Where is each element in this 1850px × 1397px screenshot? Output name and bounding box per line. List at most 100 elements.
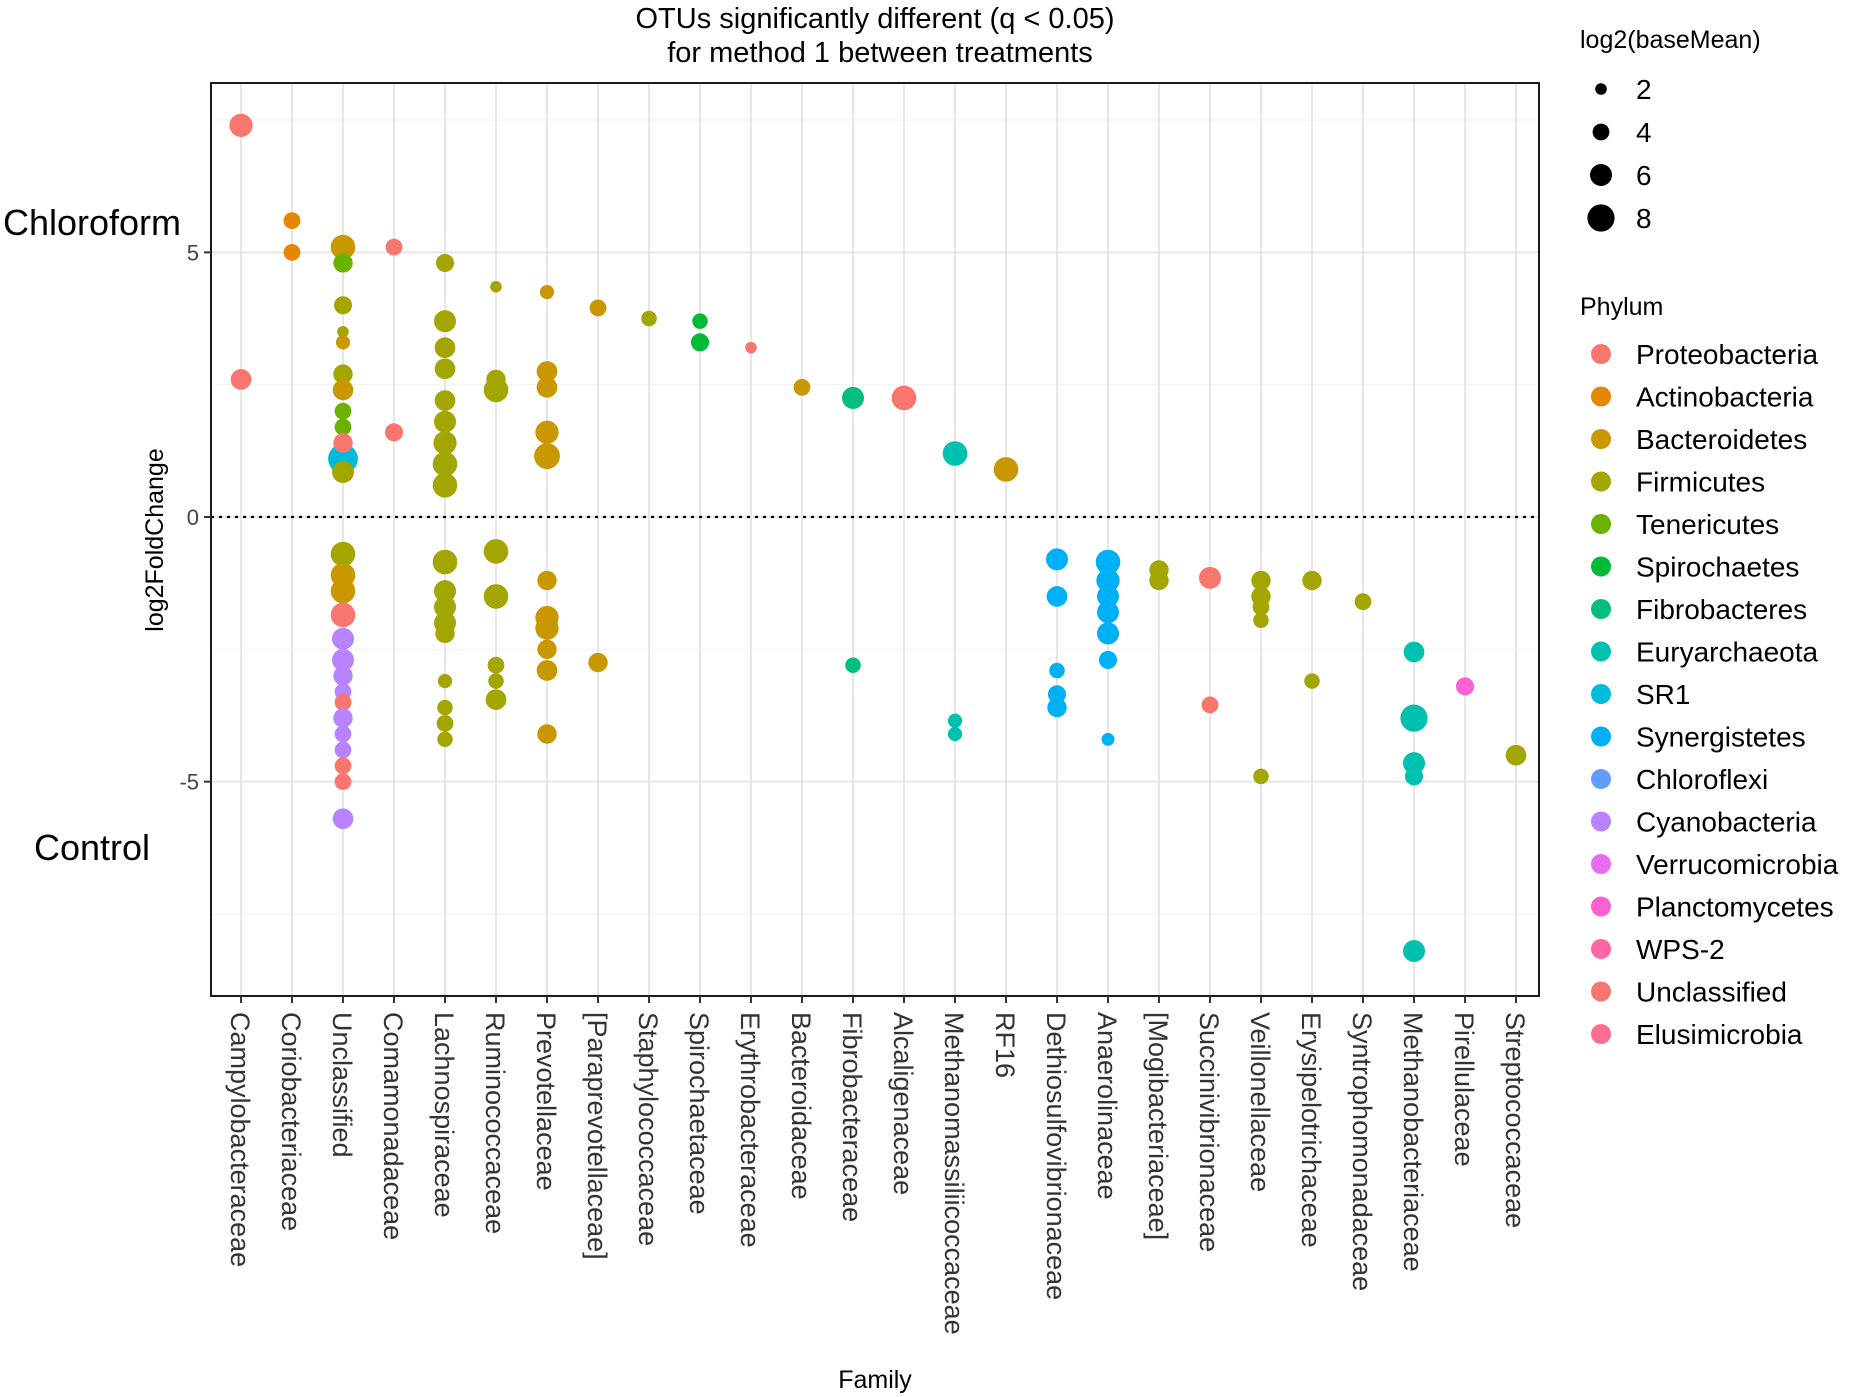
chloroform-label: Chloroform bbox=[3, 202, 181, 243]
data-point-61 bbox=[536, 376, 558, 398]
data-point-86 bbox=[1049, 662, 1065, 679]
data-point-16 bbox=[330, 541, 356, 567]
data-point-68 bbox=[536, 660, 558, 681]
x-tick-label-12: Fibrobacteraceae bbox=[837, 1012, 867, 1222]
data-point-22 bbox=[333, 666, 353, 686]
data-point-75 bbox=[745, 341, 757, 354]
size-legend: log2(baseMean) 2 4 6 8 bbox=[1580, 26, 1761, 234]
data-point-18 bbox=[330, 578, 356, 604]
data-point-62 bbox=[535, 420, 559, 444]
phylum-legend-label-7: Euryarchaeota bbox=[1636, 637, 1819, 668]
x-tick-label-23: Methanobacteriaceae bbox=[1398, 1012, 1428, 1272]
data-point-8 bbox=[335, 335, 351, 350]
x-tick-label-9: Spirochaetaceae bbox=[684, 1012, 714, 1215]
phylum-legend-label-16: Elusimicrobia bbox=[1636, 1019, 1803, 1050]
phylum-legend-key-1 bbox=[1591, 386, 1611, 407]
data-point-114 bbox=[1505, 744, 1527, 766]
phylum-legend-key-13 bbox=[1591, 896, 1611, 917]
data-point-12 bbox=[334, 418, 352, 436]
data-point-20 bbox=[332, 627, 354, 650]
data-point-57 bbox=[488, 673, 504, 689]
data-point-25 bbox=[333, 708, 353, 728]
data-point-81 bbox=[947, 713, 963, 728]
data-point-76 bbox=[793, 378, 811, 396]
phylum-legend-key-3 bbox=[1591, 471, 1611, 492]
data-point-7 bbox=[337, 325, 349, 338]
data-point-72 bbox=[641, 310, 657, 327]
data-point-6 bbox=[333, 296, 353, 315]
data-point-41 bbox=[432, 472, 458, 498]
phylum-legend-key-2 bbox=[1591, 429, 1611, 449]
x-axis-label: Family bbox=[838, 1366, 912, 1394]
data-point-79 bbox=[891, 385, 917, 411]
phylum-legend-key-8 bbox=[1591, 684, 1611, 704]
size-legend-label-2: 6 bbox=[1636, 160, 1652, 191]
x-tick-label-0: Campylobacteraceae bbox=[225, 1012, 255, 1267]
y-tick-label-0: -5 bbox=[179, 770, 199, 795]
chart-title-line-1: OTUs significantly different (q < 0.05) bbox=[636, 3, 1115, 35]
data-point-53 bbox=[486, 369, 506, 390]
phylum-legend-label-15: Unclassified bbox=[1636, 977, 1787, 1008]
phylum-legend-label-1: Actinobacteria bbox=[1636, 382, 1814, 413]
x-tick-label-7: [Paraprevotellaceae] bbox=[582, 1012, 612, 1260]
data-point-99 bbox=[1201, 696, 1219, 714]
data-point-78 bbox=[845, 657, 861, 673]
data-points bbox=[229, 113, 1527, 963]
data-point-85 bbox=[1046, 586, 1068, 607]
data-point-55 bbox=[483, 584, 509, 609]
data-point-1 bbox=[230, 369, 252, 390]
phylum-legend-label-10: Chloroflexi bbox=[1636, 764, 1768, 795]
x-tick-label-8: Staphylococcaceae bbox=[633, 1012, 663, 1246]
data-point-58 bbox=[485, 689, 507, 710]
x-tick-label-10: Erythrobacteraceae bbox=[735, 1012, 765, 1248]
phylum-legend-label-8: SR1 bbox=[1636, 679, 1690, 710]
data-point-70 bbox=[589, 299, 607, 317]
data-point-80 bbox=[942, 441, 968, 466]
data-point-93 bbox=[1097, 622, 1119, 645]
data-point-92 bbox=[1097, 601, 1119, 624]
data-point-98 bbox=[1199, 566, 1221, 589]
data-point-64 bbox=[537, 570, 557, 591]
data-point-104 bbox=[1253, 768, 1269, 785]
size-legend-key-2 bbox=[1590, 164, 1612, 186]
data-point-3 bbox=[283, 243, 301, 261]
data-point-84 bbox=[1046, 548, 1068, 571]
data-point-66 bbox=[535, 616, 559, 640]
x-tick-label-6: Prevotellaceae bbox=[531, 1012, 561, 1191]
data-point-9 bbox=[333, 364, 353, 384]
plot-border bbox=[210, 82, 1540, 997]
data-point-29 bbox=[334, 773, 352, 791]
data-point-74 bbox=[690, 333, 710, 352]
data-point-111 bbox=[1404, 767, 1424, 786]
phylum-legend-label-0: Proteobacteria bbox=[1636, 339, 1819, 370]
data-point-100 bbox=[1251, 570, 1271, 591]
data-point-56 bbox=[487, 656, 505, 674]
size-legend-key-0 bbox=[1595, 83, 1607, 95]
phylum-legend-key-10 bbox=[1591, 769, 1611, 789]
data-point-95 bbox=[1101, 732, 1115, 746]
x-tick-label-2: Unclassified bbox=[327, 1012, 357, 1158]
x-axis-ticks: Campylobacteraceae Coriobacteriaceae Uncla… bbox=[225, 996, 1530, 1335]
data-point-38 bbox=[434, 410, 456, 433]
x-tick-label-3: Comamonadaceae bbox=[378, 1012, 408, 1240]
phylum-legend-label-9: Synergistetes bbox=[1636, 722, 1806, 753]
data-point-2 bbox=[283, 212, 301, 230]
data-point-15 bbox=[332, 461, 354, 484]
data-point-30 bbox=[332, 808, 354, 830]
phylum-legend-key-7 bbox=[1591, 641, 1611, 662]
x-tick-label-11: Bacteroidaceae bbox=[786, 1012, 816, 1200]
data-point-82 bbox=[947, 726, 963, 742]
data-point-50 bbox=[437, 731, 453, 748]
data-point-35 bbox=[434, 337, 456, 358]
x-tick-label-4: Lachnospiraceae bbox=[429, 1012, 459, 1218]
data-point-60 bbox=[536, 361, 558, 382]
data-point-83 bbox=[993, 457, 1019, 482]
y-tick-label-2: 5 bbox=[187, 240, 199, 265]
x-tick-label-19: Succinivibrionaceae bbox=[1194, 1012, 1224, 1252]
x-tick-label-16: Dethiosulfovibrionaceae bbox=[1041, 1012, 1071, 1300]
phylum-legend: Phylum Proteobacteria Actinobacteria Bacte… bbox=[1580, 293, 1839, 1050]
size-legend-label-0: 2 bbox=[1636, 74, 1652, 105]
data-point-77 bbox=[842, 386, 864, 409]
x-tick-label-13: Alcaligenaceae bbox=[888, 1012, 918, 1195]
